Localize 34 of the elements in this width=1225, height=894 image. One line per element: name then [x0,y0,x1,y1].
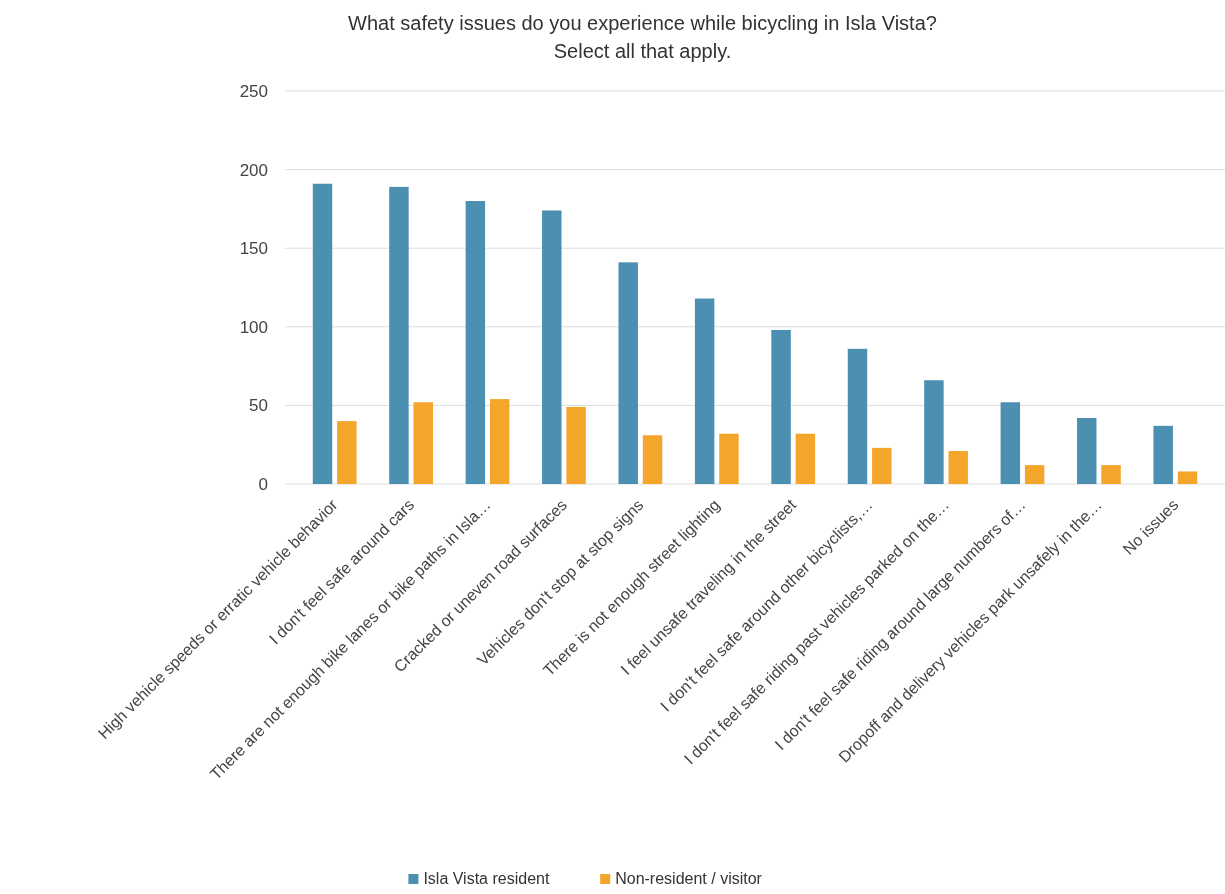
bar [872,447,892,484]
bar [719,433,739,484]
bar [1024,465,1045,484]
bar [1153,425,1173,484]
chart-subtitle: Select all that apply. [553,40,732,62]
y-tick-label: 100 [239,317,268,337]
y-tick-label: 0 [258,474,268,494]
y-tick-label: 250 [239,81,268,101]
bar [924,380,944,484]
bar [413,402,433,484]
bar [795,433,816,484]
bar [465,201,486,484]
bar [1101,465,1121,484]
bar [847,348,868,484]
bar [566,406,586,484]
legend-label: Non-resident / visitor [615,870,763,887]
y-tick-label: 200 [239,160,268,180]
y-tick-label: 150 [239,239,268,259]
bar [1000,402,1021,484]
bar [948,450,968,484]
chart-title: What safety issues do you experience while bicycling in Isla Vista? [348,12,937,34]
bar [771,329,791,484]
bar [389,186,409,484]
bar [618,262,638,484]
bar [1077,417,1097,484]
legend-label: Isla Vista resident [423,870,550,887]
y-tick-label: 50 [249,396,268,416]
bar [337,421,357,484]
bar [694,298,715,484]
bar [642,435,663,484]
bar [542,210,562,484]
bar [1177,471,1198,484]
bar [312,183,333,484]
bar [489,399,510,484]
